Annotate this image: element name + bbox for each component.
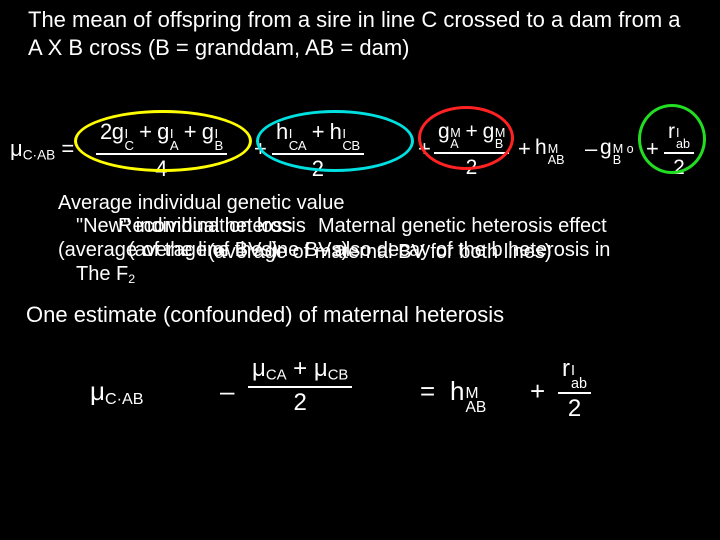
eq2-t2-sub: AB [465, 401, 486, 415]
eq1-minus: – [585, 136, 597, 162]
eq1-term2: hICA + hICB 2 [272, 120, 364, 182]
eq1-t3-den: 2 [462, 156, 482, 179]
eq1-t2-b-sub: CB [342, 140, 359, 152]
eq2-t3-r: r [562, 355, 570, 382]
eq2-term1: μCA + μCB 2 [248, 356, 352, 416]
eq2-t1-sub1: CA [266, 368, 287, 384]
section-2-label: One estimate (confounded) of maternal he… [26, 302, 504, 328]
eq1-t1-plus-gA: + g [134, 119, 169, 144]
eq2-term2: hMAB [450, 376, 486, 416]
annot-line3-f: The F [76, 263, 128, 285]
eq2-t1-sub2: CB [328, 368, 349, 384]
eq1-term1: 2gIC + gIA + gIB 4 [96, 120, 227, 182]
annot-over-b: Maternal genetic heterosis effect [318, 215, 607, 238]
eq1-t2-den: 2 [308, 157, 328, 181]
eq1-t3-g1: g [438, 120, 449, 143]
eq1-t5-sub: B [613, 155, 634, 166]
equation-2: μC·AB – μCA + μCB 2 = hMAB + rIab 2 [90, 354, 690, 434]
eq1-t3-a-sub: A [450, 139, 460, 150]
eq1-term6-frac: rIab 2 [664, 120, 694, 180]
eq2-t3-den: 2 [564, 396, 585, 422]
eq1-term5: gM oB [600, 136, 634, 166]
annotation-block: Average individual genetic value "New" i… [58, 192, 700, 287]
eq1-term2-frac: hICA + hICB 2 [272, 120, 364, 182]
eq2-lhs: μC·AB [90, 376, 143, 409]
eq2-t1-mu2: μ [314, 355, 328, 382]
eq2-mu: μ [90, 376, 105, 406]
eq1-t6-den: 2 [669, 156, 689, 179]
eq1-term3-frac: gMA + gMB 2 [434, 120, 509, 180]
eq2-lhs-sub: C·AB [105, 390, 144, 408]
annot-line3: The F2 [76, 263, 135, 286]
eq1-term1-frac: 2gIC + gIA + gIB 4 [96, 120, 227, 182]
eq1-t1-a-sub: A [170, 140, 178, 152]
eq1-term4: hMAB [535, 136, 565, 166]
eq1-t2-h1: h [276, 119, 288, 144]
eq1-plus-2: + [418, 136, 431, 162]
eq1-t1-2g: 2g [100, 119, 123, 144]
eq2-plus: + [530, 376, 545, 407]
annot-line3-sub: 2 [128, 272, 135, 286]
eq1-t4-h: h [535, 136, 547, 159]
annot-line3-tail: (average of maternal BV for both lines) [208, 241, 552, 264]
eq2-t1-plus: + [287, 355, 314, 382]
eq1-equals: = [55, 136, 74, 161]
eq1-t2-plus: + h [306, 119, 341, 144]
eq1-t5-g: g [600, 136, 612, 159]
eq1-term6: rIab 2 [664, 120, 694, 180]
eq1-t2-a-sub: CA [289, 140, 306, 152]
eq1-t6-r: r [668, 120, 675, 143]
eq1-t1-den: 4 [151, 157, 171, 181]
annot-line1: Average individual genetic value [58, 192, 700, 215]
eq1-lhs-sub: C·AB [23, 147, 56, 162]
eq1-t4-sub: AB [548, 155, 565, 166]
eq1-t1-b-sub: B [214, 140, 222, 152]
eq1-term3: gMA + gMB 2 [434, 120, 509, 180]
eq2-t3-sub: ab [571, 378, 587, 391]
eq1-mu: μ [10, 136, 23, 161]
page-title: The mean of offspring from a sire in lin… [28, 6, 692, 61]
eq2-t1-den: 2 [290, 390, 311, 416]
eq1-t3-plus: + g [460, 120, 494, 143]
eq1-t3-b-sub: B [495, 139, 505, 150]
eq1-t1-plus-gB: + g [178, 119, 213, 144]
eq1-t1-subC: C [124, 140, 133, 152]
equation-1: μC·AB = 2gIC + gIA + gIB 4 + hICA + hICB… [10, 118, 710, 198]
eq1-t6-sub: ab [676, 139, 690, 150]
eq2-term3: rIab 2 [558, 356, 591, 423]
eq2-t1-mu1: μ [252, 355, 266, 382]
eq2-equals: = [420, 376, 435, 407]
eq2-t2-h: h [450, 376, 464, 406]
eq2-minus: – [220, 376, 234, 407]
eq1-plus-1: + [254, 136, 267, 162]
eq1-lhs: μC·AB = [10, 136, 74, 162]
annot-over-c: Recombination loss [118, 215, 293, 238]
eq1-plus-4: + [646, 136, 659, 162]
eq1-plus-3: + [518, 136, 531, 162]
